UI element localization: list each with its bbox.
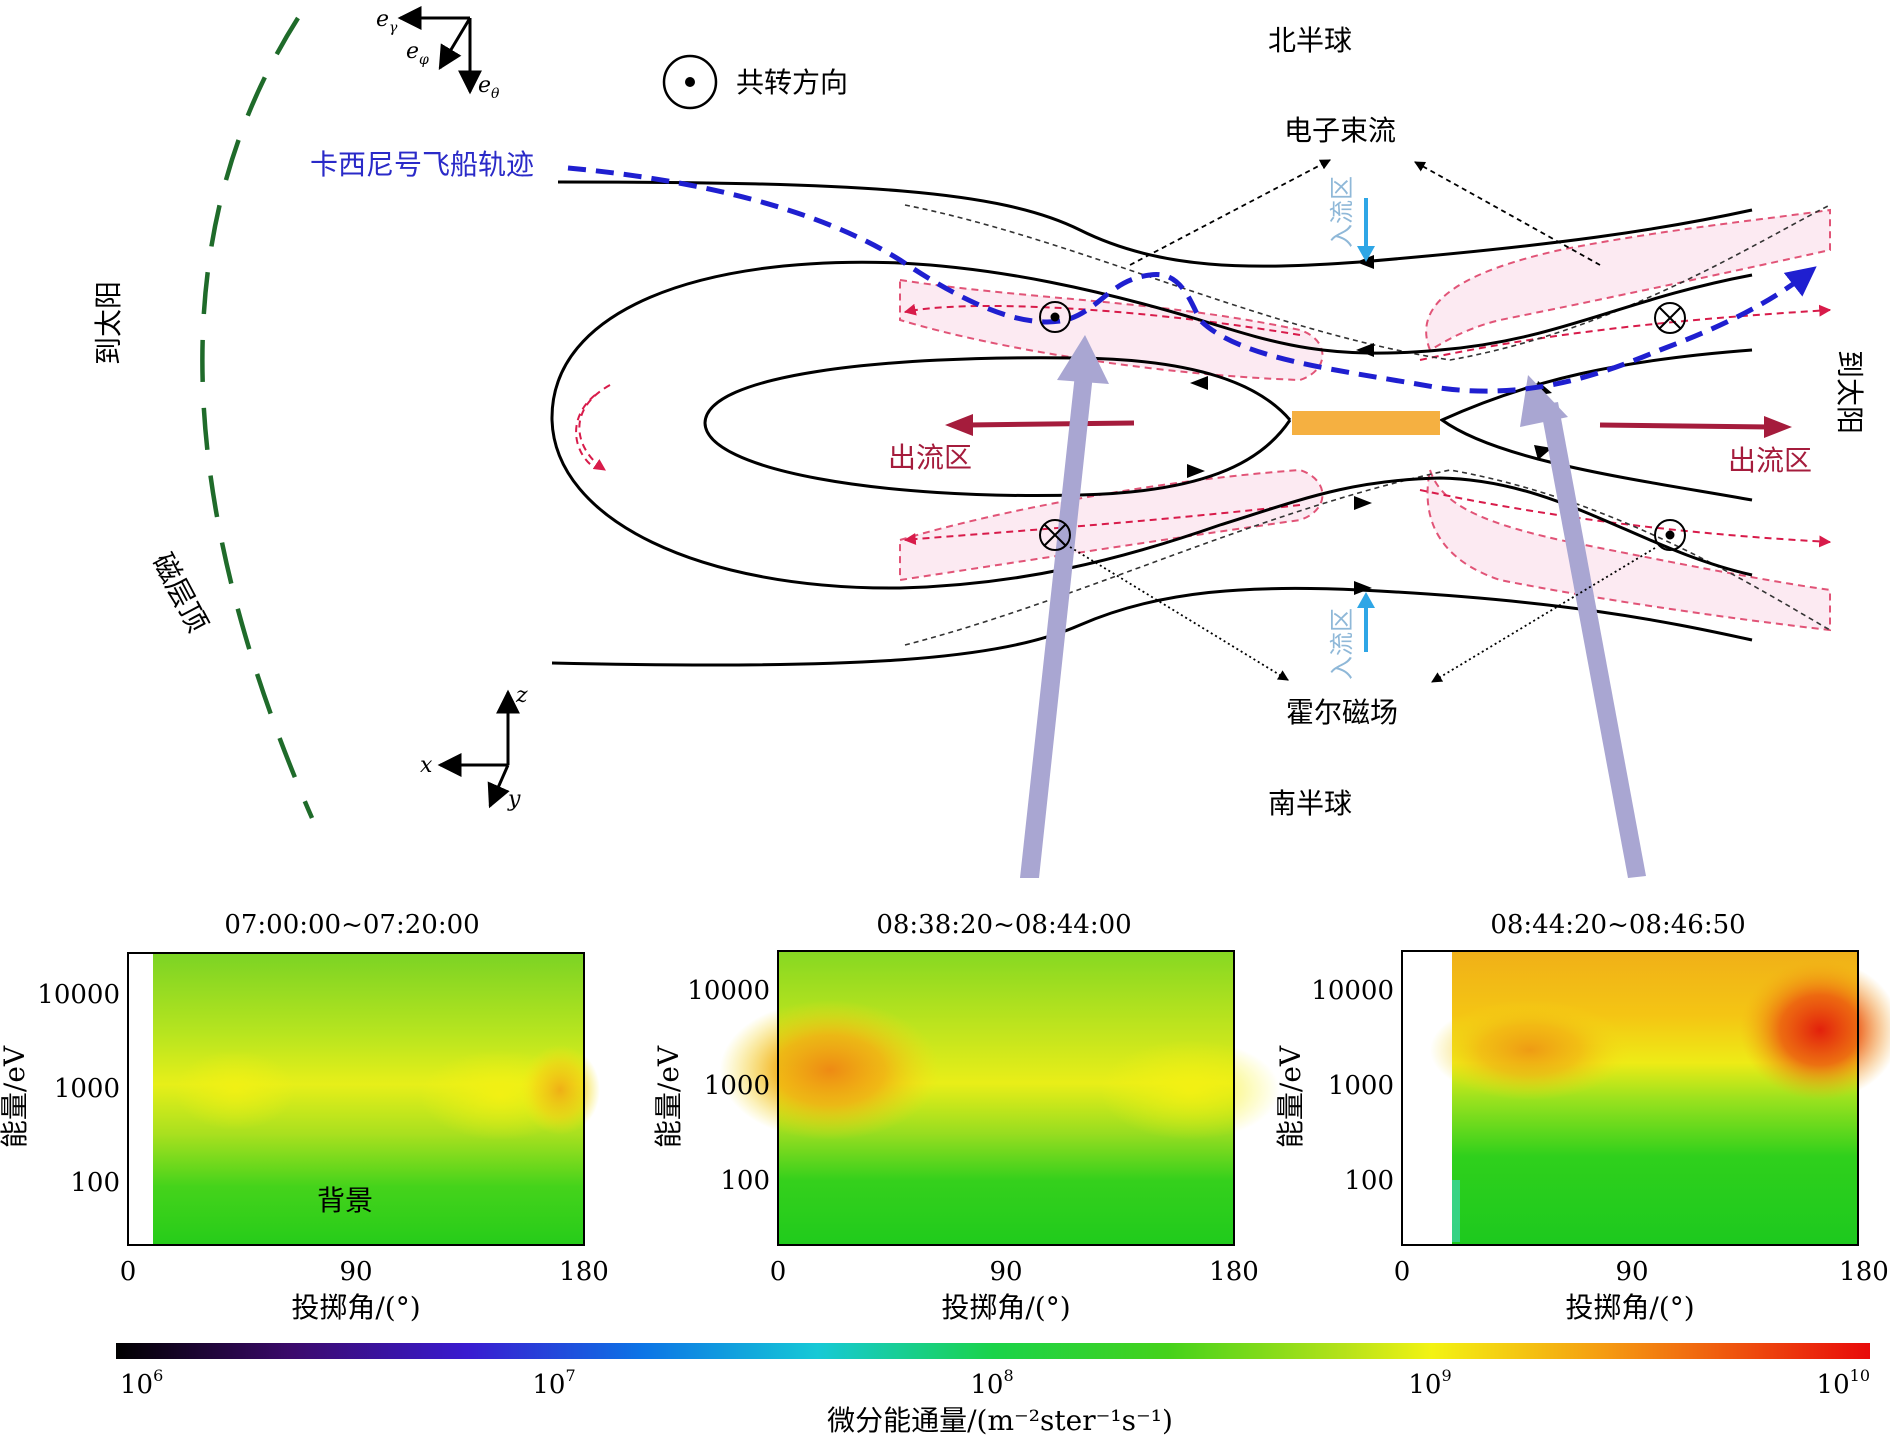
colorbar-tick-3: 108 <box>970 1366 1013 1400</box>
panel-1-ytick-1000: 1000 <box>54 1074 120 1104</box>
into-page-symbol-2 <box>1039 519 1071 551</box>
to-sun-label-left: 到太阳 <box>92 281 125 365</box>
colorbar-gradient <box>116 1343 1870 1359</box>
panel-2-xlabel: 投掷角/(°) <box>941 1291 1070 1324</box>
panel-2-ylabel: 能量/eV <box>652 1045 685 1148</box>
spectrogram-panel-2: 08:38:20~08:44:00 10000 1000 100 0 90 18… <box>652 910 1280 1324</box>
to-sun-label-right: 到太阳 <box>1833 350 1866 434</box>
spectrogram-panel-3: 08:44:20~08:46:50 10000 1000 100 0 90 18… <box>1274 910 1890 1324</box>
x-axis-label: x <box>420 753 433 778</box>
magnetopause-label: 磁层顶 <box>146 548 215 638</box>
inflow-arrows <box>1357 198 1375 652</box>
colorbar-tick-4: 109 <box>1408 1366 1451 1400</box>
panel-1-xlabel: 投掷角/(°) <box>291 1291 420 1324</box>
panel-2-ytick-100: 100 <box>720 1166 770 1196</box>
panel-3-xtick-180: 180 <box>1839 1257 1889 1287</box>
panel-1-ytick-100: 100 <box>70 1168 120 1198</box>
panel-3-ytick-100: 100 <box>1344 1166 1394 1196</box>
coordinate-triad-top: eγ eφ eθ <box>376 5 500 102</box>
outflow-label-right: 出流区 <box>1728 444 1812 477</box>
panel-2-title: 08:38:20~08:44:00 <box>876 910 1131 940</box>
colorbar-tick-2: 107 <box>532 1366 575 1400</box>
panel-1-xtick-90: 90 <box>339 1257 372 1287</box>
cassini-trajectory-label: 卡西尼号飞船轨迹 <box>310 148 534 181</box>
y-axis-label: y <box>507 787 521 812</box>
electron-beam-label: 电子束流 <box>1284 114 1396 147</box>
separatrix-regions <box>899 208 1831 632</box>
e-theta-label: eθ <box>478 73 500 102</box>
panel-1-xtick-180: 180 <box>559 1257 609 1287</box>
panel-2-xtick-90: 90 <box>989 1257 1022 1287</box>
magnetopause-boundary <box>200 16 315 819</box>
panel-3-ytick-10000: 10000 <box>1311 976 1394 1006</box>
north-hemisphere-label: 北半球 <box>1268 24 1352 57</box>
e-phi-label: eφ <box>406 39 429 68</box>
panel-1-ytick-10000: 10000 <box>37 980 120 1010</box>
outflow-arrows <box>945 414 1792 438</box>
panel-2-ytick-10000: 10000 <box>687 976 770 1006</box>
coordinate-triad-bottom: z x y <box>420 683 528 812</box>
inflow-label-top: 入流区 <box>1328 176 1356 248</box>
panel-3-ytick-1000: 1000 <box>1328 1071 1394 1101</box>
hall-field-label: 霍尔磁场 <box>1286 696 1398 729</box>
separatrix-flow-lines <box>575 303 1832 548</box>
z-axis-label: z <box>515 683 528 708</box>
panel-1-annotation: 背景 <box>317 1184 373 1217</box>
panel-1-ylabel: 能量/eV <box>0 1045 31 1148</box>
colorbar-tick-5: 1010 <box>1817 1366 1870 1400</box>
corotation-label: 共转方向 <box>736 66 848 99</box>
diffusion-region <box>1292 411 1440 435</box>
out-of-page-symbol-2 <box>1654 519 1686 551</box>
panel-3-xlabel: 投掷角/(°) <box>1565 1291 1694 1324</box>
hall-field-symbols <box>1039 301 1686 551</box>
outflow-label-left: 出流区 <box>888 441 972 474</box>
panel-3-ylabel: 能量/eV <box>1274 1045 1307 1148</box>
e-gamma-label: eγ <box>376 7 398 36</box>
inflow-label-bottom: 入流区 <box>1328 608 1356 680</box>
panel-3-xtick-0: 0 <box>1394 1257 1411 1287</box>
panel-1-title: 07:00:00~07:20:00 <box>224 910 479 940</box>
panel-3-xtick-90: 90 <box>1615 1257 1648 1287</box>
panel-2-ytick-1000: 1000 <box>704 1071 770 1101</box>
colorbar: 106 107 108 109 1010 微分能通量/(m⁻²ster⁻¹s⁻¹… <box>116 1343 1870 1437</box>
colorbar-tick-1: 106 <box>120 1366 163 1400</box>
panel-2-xtick-0: 0 <box>770 1257 787 1287</box>
magnetic-field-lines <box>550 180 1753 667</box>
corotation-legend: 共转方向 <box>662 54 848 110</box>
into-page-symbol-1 <box>1654 302 1686 334</box>
panel-2-xtick-180: 180 <box>1209 1257 1259 1287</box>
annotation-pointers <box>1069 159 1656 683</box>
spectrogram-panel-1: 07:00:00~07:20:00 背景 10000 1000 100 0 90… <box>0 910 609 1324</box>
out-of-page-symbol-1 <box>1039 301 1071 333</box>
south-hemisphere-label: 南半球 <box>1268 787 1352 820</box>
panel-3-title: 08:44:20~08:46:50 <box>1490 910 1745 940</box>
colorbar-label: 微分能通量/(m⁻²ster⁻¹s⁻¹) <box>827 1404 1173 1437</box>
panel-1-xtick-0: 0 <box>120 1257 137 1287</box>
cassini-trajectory <box>567 165 1817 394</box>
